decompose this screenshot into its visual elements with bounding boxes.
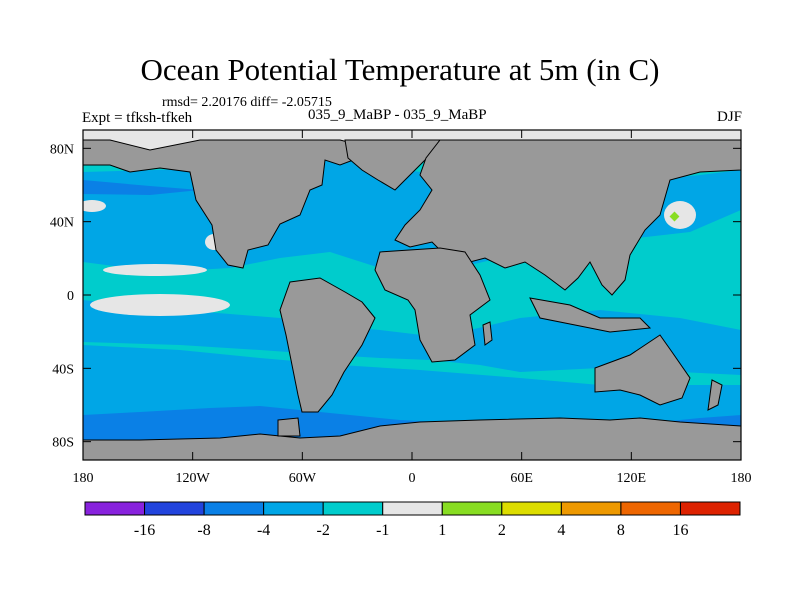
- x-tick-label: 120W: [176, 471, 211, 486]
- plot-title: Ocean Potential Temperature at 5m (in C): [140, 52, 660, 87]
- land-south-america: [279, 277, 376, 413]
- x-tick-label: 60E: [510, 471, 533, 486]
- season-label: DJF: [716, 109, 742, 125]
- land-indonesia: [529, 297, 652, 333]
- colorbar-swatch: [441, 501, 503, 516]
- colorbar-swatch: [620, 501, 681, 516]
- y-axis: 80N 40N 0 40S 80S: [50, 142, 741, 451]
- colorbar-swatch: [203, 501, 265, 516]
- x-axis: 180 120W 60W 0 60E 120E 180: [73, 130, 752, 486]
- colorbar-swatch: [501, 501, 562, 516]
- colorbar-label: -4: [257, 522, 270, 539]
- colorbar-label: 4: [557, 522, 565, 539]
- colorbar-label: -1: [376, 522, 389, 539]
- colorbar-label: -16: [134, 522, 155, 539]
- colorbar-label: 1: [438, 522, 446, 539]
- x-tick-label: 180: [731, 471, 752, 486]
- land-africa: [374, 247, 491, 363]
- colorbar-swatch: [84, 501, 146, 516]
- subtitle: 035_9_MaBP - 035_9_MaBP: [308, 107, 487, 123]
- land-antarctic-peninsula: [277, 417, 301, 437]
- northwest-pacific-spot: [669, 211, 680, 222]
- colorbar-label: 2: [498, 522, 506, 539]
- east-pacific-near-zero: [103, 264, 207, 276]
- land-new-zealand: [707, 379, 723, 411]
- y-tick-label: 80N: [50, 142, 74, 157]
- colorbar: -16 -8 -4 -2 -1 1 2 4 8 16: [84, 501, 741, 539]
- colorbar-swatch: [560, 501, 622, 516]
- equatorial-near-zero: [90, 294, 230, 316]
- x-tick-label: 60W: [289, 471, 317, 486]
- northwest-pacific-near-zero: [664, 201, 696, 229]
- colorbar-swatch: [144, 501, 205, 516]
- colorbar-label: -2: [317, 522, 330, 539]
- y-tick-label: 80S: [52, 436, 74, 451]
- colorbar-label: -8: [197, 522, 210, 539]
- colorbar-label: 16: [672, 522, 688, 539]
- y-tick-label: 0: [67, 289, 74, 304]
- x-tick-label: 120E: [617, 471, 647, 486]
- colorbar-swatch: [382, 501, 443, 516]
- x-tick-label: 0: [409, 471, 416, 486]
- y-tick-label: 40N: [50, 216, 74, 231]
- stats-line: rmsd= 2.20176 diff= -2.05715: [162, 95, 332, 110]
- land-antarctica: [83, 417, 741, 460]
- colorbar-label: 8: [617, 522, 625, 539]
- map-layer: [83, 130, 741, 460]
- west-pacific-near-zero: [83, 200, 106, 212]
- colorbar-swatch: [263, 501, 324, 516]
- ocean-band-north-pacific-deep: [83, 180, 200, 195]
- land-australia: [594, 334, 691, 406]
- colorbar-swatch: [322, 501, 384, 516]
- x-tick-label: 180: [73, 471, 94, 486]
- colorbar-swatch: [679, 501, 741, 516]
- experiment-label: Expt = tfksh-tfkeh: [82, 110, 193, 126]
- land-madagascar: [482, 321, 493, 346]
- land-eurasia: [394, 139, 741, 296]
- land-layer: [83, 139, 741, 460]
- y-tick-label: 40S: [52, 362, 74, 377]
- land-north-america: [83, 139, 382, 269]
